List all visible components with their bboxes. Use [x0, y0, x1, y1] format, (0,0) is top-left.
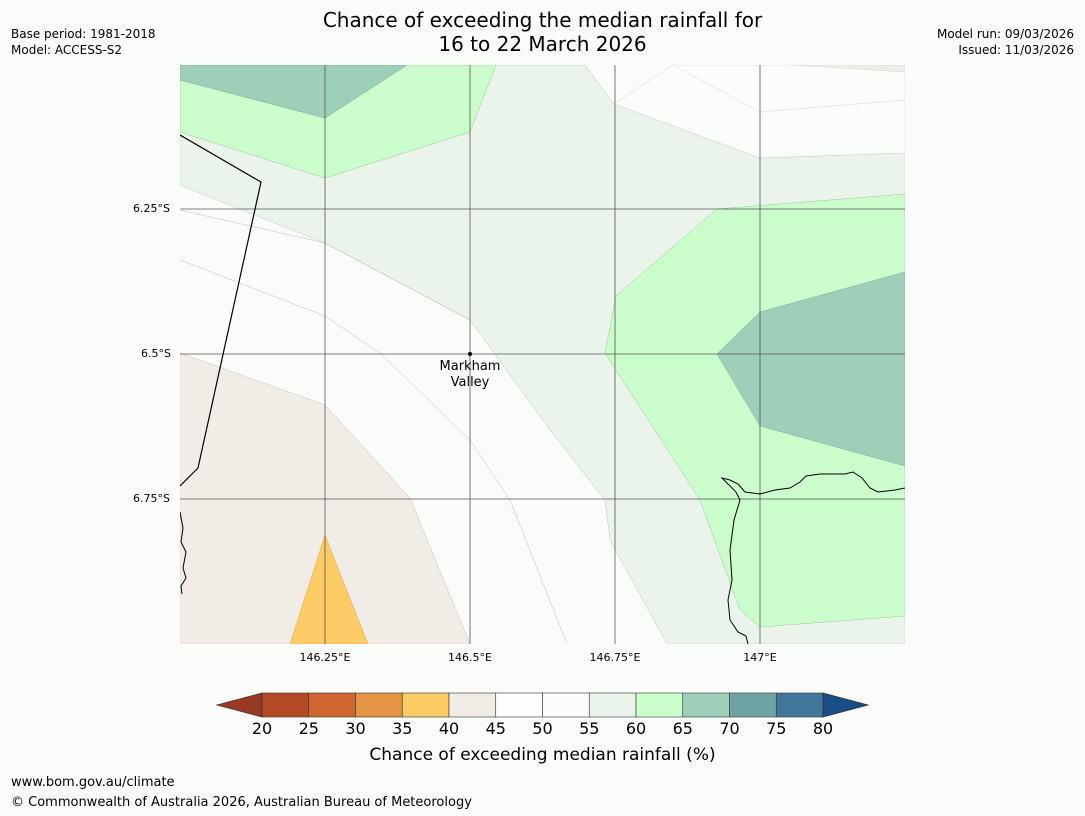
colorbar-box-40-45 — [448, 692, 497, 718]
colorbar-box-50-55 — [542, 692, 590, 718]
colorbar-box-45-50 — [495, 692, 543, 718]
colorbar-tick-50: 50 — [532, 719, 553, 738]
colorbar-box-65-70 — [682, 692, 730, 718]
model-name: Model: ACCESS-S2 — [11, 43, 123, 57]
colorbar-tick-55: 55 — [579, 719, 600, 738]
footer-copyright: © Commonwealth of Australia 2026, Austra… — [11, 795, 472, 810]
meta-left: Base period: 1981-2018 Model: ACCESS-S2 — [11, 26, 156, 58]
colorbar-tick-40: 40 — [438, 719, 460, 738]
place-label: Markham Valley — [420, 359, 520, 391]
colorbar-extend-above — [822, 692, 870, 718]
colorbar-tick-60: 60 — [625, 719, 647, 738]
region-35-40-south — [289, 534, 369, 644]
border-line — [180, 134, 262, 487]
title-line-1: Chance of exceeding the median rainfall … — [322, 8, 763, 32]
place-marker — [468, 352, 472, 356]
region-45-50-northeast — [613, 65, 905, 159]
lat-label-6-5: 6.5°S — [141, 347, 171, 360]
lat-label-6-75: 6.75°S — [133, 492, 170, 505]
colorbar-box-70-75 — [729, 692, 777, 718]
place-name-line-1: Markham — [439, 359, 501, 374]
lon-label-146-5: 146.5°E — [448, 651, 492, 664]
colorbar-box-25-30 — [308, 692, 356, 718]
colorbar-tick-75: 75 — [766, 719, 787, 738]
colorbar-tick-20: 20 — [251, 719, 273, 738]
lon-label-147: 147°E — [743, 651, 777, 664]
issued-date: Issued: 11/03/2026 — [958, 43, 1074, 57]
colorbar-tick-45: 45 — [485, 719, 506, 738]
colorbar-label: Chance of exceeding median rainfall (%) — [369, 745, 716, 765]
footer-url: www.bom.gov.au/climate — [11, 775, 175, 790]
coastline-west — [180, 511, 187, 595]
colorbar-tick-65: 65 — [672, 719, 693, 738]
colorbar-box-30-35 — [355, 692, 403, 718]
base-period: Base period: 1981-2018 — [11, 27, 156, 41]
colorbar-box-75-80 — [775, 692, 824, 718]
colorbar-boxes — [261, 692, 824, 718]
colorbar-tick-35: 35 — [392, 719, 413, 738]
colorbar — [215, 692, 870, 718]
lat-label-6-25: 6.25°S — [133, 202, 170, 215]
colorbar-box-55-60 — [588, 692, 637, 718]
meta-right: Model run: 09/03/2026 Issued: 11/03/2026 — [937, 26, 1074, 58]
region-65-70-east — [716, 271, 905, 467]
map-title: Chance of exceeding the median rainfall … — [0, 8, 1085, 56]
coastline-east — [720, 471, 905, 644]
colorbar-box-35-40 — [401, 692, 450, 718]
region-40-45-corner — [789, 65, 905, 73]
colorbar-box-20-25 — [261, 692, 310, 718]
colorbar-tick-25: 25 — [298, 719, 319, 738]
title-line-2: 16 to 22 March 2026 — [438, 32, 647, 56]
place-name-line-2: Valley — [450, 375, 490, 390]
lon-label-146-75: 146.75°E — [589, 651, 641, 664]
colorbar-extend-below — [215, 692, 263, 718]
map-area — [180, 65, 905, 644]
contour-line-1 — [180, 259, 568, 644]
model-run: Model run: 09/03/2026 — [936, 27, 1074, 41]
colorbar-tick-30: 30 — [345, 719, 366, 738]
colorbar-tick-70: 70 — [719, 719, 740, 738]
colorbar-tick-80: 80 — [812, 719, 834, 738]
colorbar-box-60-65 — [635, 692, 684, 718]
lon-label-146-25: 146.25°E — [299, 651, 351, 664]
